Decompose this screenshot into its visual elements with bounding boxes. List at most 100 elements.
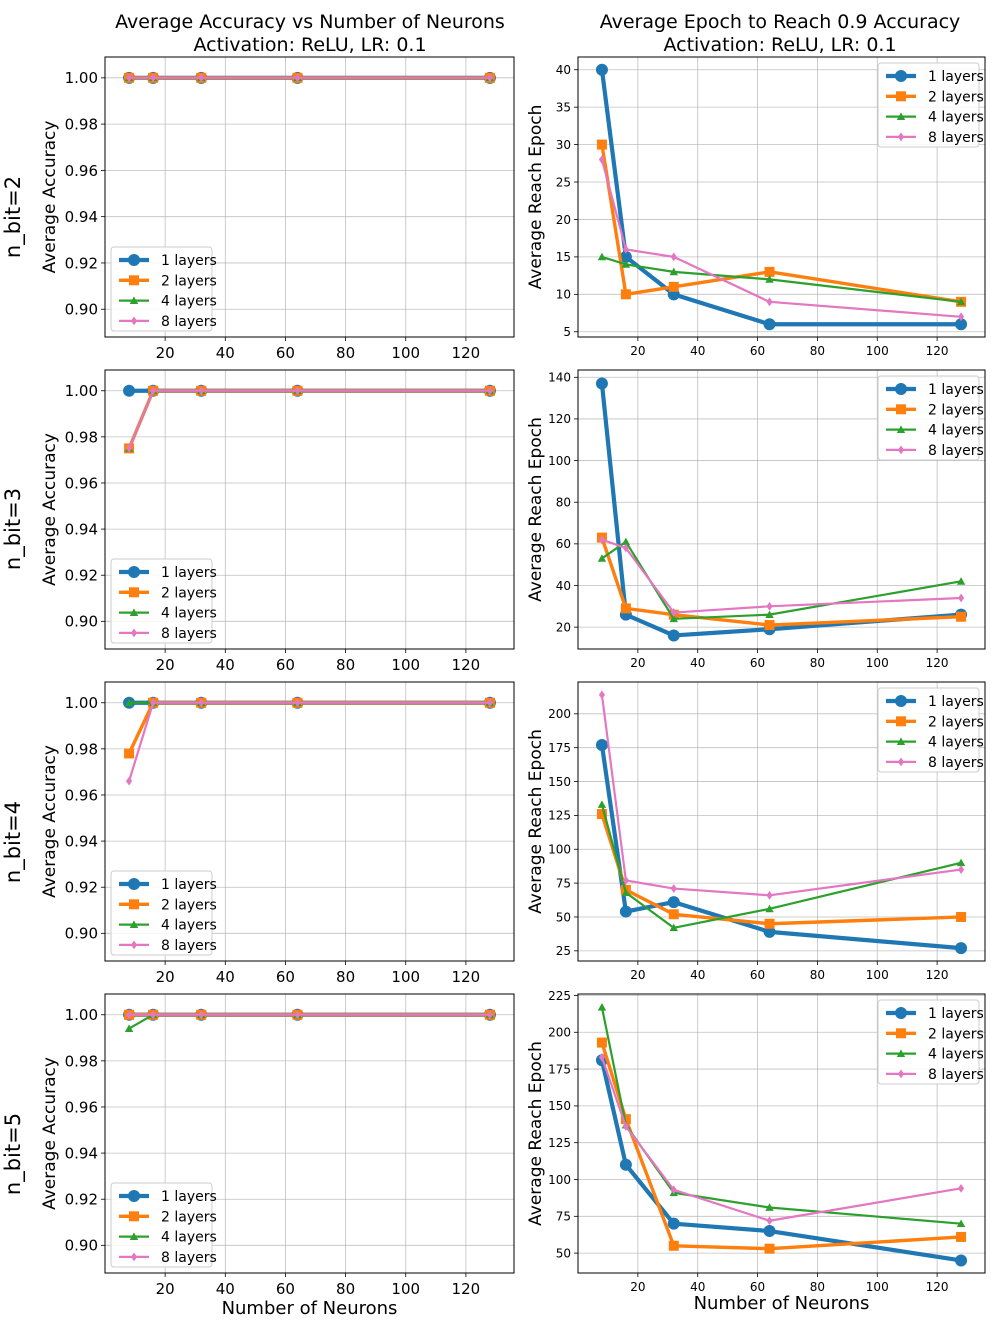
legend-marker (896, 716, 906, 727)
y-tick-label: 0.96 (65, 162, 98, 180)
data-point (595, 377, 608, 390)
y-tick-label: 25 (556, 175, 571, 189)
series-epoch-nbit4-0 (595, 738, 968, 955)
data-point (198, 386, 205, 396)
y-tick-label: 0.90 (65, 301, 98, 319)
data-point (596, 139, 607, 150)
y-tick-label: 0.98 (65, 428, 98, 446)
data-point (621, 260, 631, 268)
y-tick-label: 140 (548, 371, 571, 385)
data-point (596, 1037, 607, 1048)
y-tick-label: 0.96 (65, 474, 98, 492)
column-title-accuracy-line2: Activation: ReLU, LR: 0.1 (193, 34, 426, 56)
data-point (670, 252, 677, 262)
data-point (957, 1183, 965, 1193)
data-point (595, 738, 608, 751)
data-point (198, 73, 205, 83)
series-line (127, 389, 490, 450)
axes-frame (104, 993, 515, 1274)
x-tick-label: 60 (276, 1280, 295, 1298)
y-tick-label: 0.92 (65, 254, 98, 272)
data-point (150, 1010, 157, 1020)
legend-acc-nbit3: 1 layers 2 layers 4 layers 8 layers (110, 558, 217, 644)
x-tick-label: 20 (156, 968, 175, 986)
data-point (598, 690, 606, 700)
y-axis-label: Average Accuracy (40, 121, 60, 274)
legend-marker (129, 920, 139, 928)
x-tick-label: 120 (926, 968, 949, 982)
y-axis-label: Average Reach Epoch (526, 417, 546, 602)
data-point (619, 250, 632, 263)
series-line (600, 804, 962, 929)
legend-marker (895, 1007, 907, 1019)
legend-label: 2 layers (928, 402, 984, 418)
legend-marker (896, 737, 906, 745)
data-point (956, 297, 966, 306)
x-tick-label: 20 (630, 344, 645, 358)
y-tick-label: 225 (548, 989, 571, 1003)
x-tick-label: 40 (216, 968, 235, 986)
legend-marker (129, 608, 139, 616)
y-tick-label: 125 (548, 809, 571, 823)
x-tick-label: 80 (336, 968, 355, 986)
legend-box (877, 999, 980, 1085)
data-point (667, 1217, 680, 1230)
y-tick-label: 0.94 (65, 832, 98, 850)
x-tick-label: 120 (452, 1280, 481, 1298)
data-point (125, 443, 133, 453)
x-tick-label: 40 (690, 1280, 705, 1294)
data-point (670, 608, 677, 617)
data-point (670, 884, 677, 893)
legend-label: 2 layers (928, 714, 984, 730)
data-point (597, 1003, 607, 1011)
panel-acc-nbit4: 20 40 60 80 100 120 0.90 0.92 0.94 0.96 0.98 1.00 Av… (40, 681, 515, 986)
legend-label: 8 layers (161, 626, 217, 642)
data-point (763, 925, 776, 938)
y-tick-label: 200 (548, 707, 571, 721)
y-tick-label: 0.96 (65, 786, 98, 804)
legend-marker (897, 132, 905, 142)
y-tick-label: 25 (556, 944, 571, 958)
y-axis-label: Average Accuracy (40, 745, 60, 898)
legend-label: 8 layers (928, 1067, 984, 1083)
data-point (620, 289, 631, 300)
x-tick-label: 20 (630, 968, 645, 982)
x-tick-label: 100 (866, 656, 889, 670)
legend-marker (128, 254, 140, 266)
legend-marker (896, 91, 906, 102)
x-tick-label: 120 (926, 344, 949, 358)
legend-label: 4 layers (928, 110, 984, 126)
axes-frame (577, 369, 986, 650)
y-tick-label: 200 (548, 1026, 571, 1040)
data-point (598, 155, 606, 164)
legend-box (877, 375, 980, 461)
series-acc-nbit4-1 (124, 697, 495, 759)
data-point (198, 1010, 205, 1020)
legend-label: 8 layers (161, 1250, 217, 1266)
legend-acc-nbit2: 1 layers 2 layers 4 layers 8 layers (110, 246, 217, 332)
data-point (956, 1231, 967, 1242)
panel-epoch-nbit3: 20 40 60 80 100 120 20 40 60 80 100 120 140 Average R… (526, 369, 986, 670)
legend-marker (897, 445, 905, 455)
panel-epoch-nbit2: 20 40 60 80 100 120 5 10 15 20 25 30 35 40 Average Rea… (526, 56, 986, 358)
y-tick-label: 30 (556, 138, 571, 152)
data-point (667, 896, 680, 909)
series-epoch-nbit3-1 (596, 532, 967, 631)
legend-epoch-nbit2: 1 layers 2 layers 4 layers 8 layers (877, 62, 984, 148)
x-tick-label: 20 (630, 1280, 645, 1294)
series-epoch-nbit5-0 (595, 1054, 968, 1267)
legend-box (110, 1182, 213, 1268)
data-point (125, 73, 133, 83)
data-point (150, 698, 157, 708)
y-tick-label: 60 (556, 537, 571, 551)
row-label-nbit3: n_bit=3 (1, 488, 26, 570)
data-point (598, 1052, 606, 1062)
series-epoch-nbit5-3 (598, 1052, 965, 1226)
axes-frame (104, 56, 515, 338)
y-tick-label: 0.94 (65, 520, 98, 538)
data-point (597, 252, 607, 261)
x-tick-label: 120 (452, 344, 481, 362)
legend-marker (128, 1190, 140, 1202)
data-point (765, 275, 774, 283)
